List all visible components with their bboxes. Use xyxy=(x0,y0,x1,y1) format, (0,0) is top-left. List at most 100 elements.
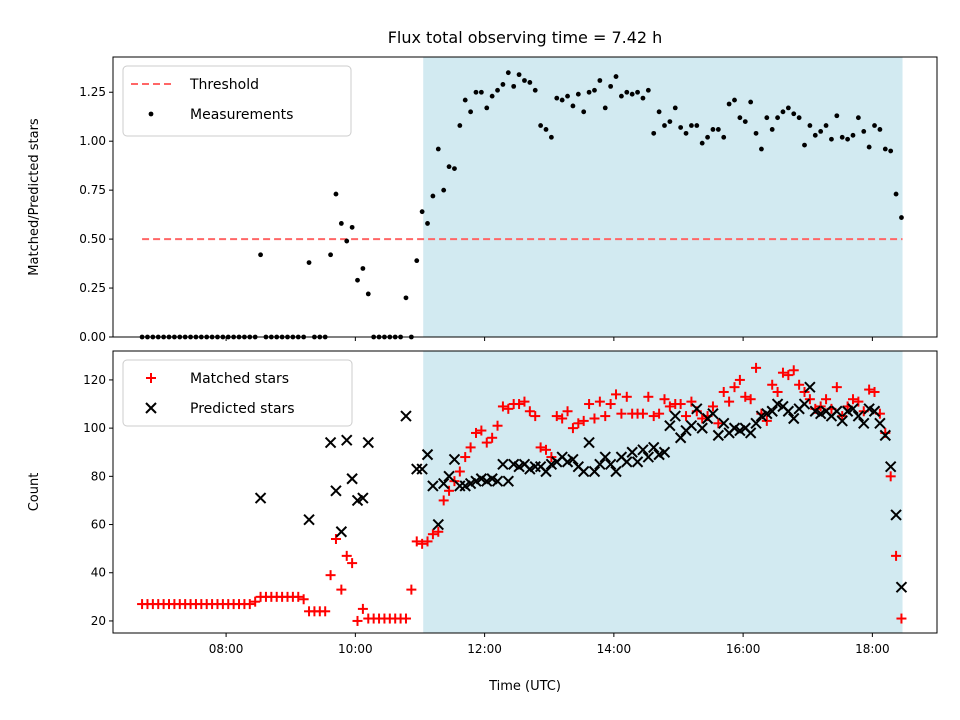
matched-star-point xyxy=(891,550,902,561)
x-tick-label: 14:00 xyxy=(597,642,632,656)
cross-b xyxy=(507,458,520,470)
measurement-point xyxy=(608,83,614,89)
measurement-point xyxy=(425,221,430,226)
measurement-point xyxy=(812,132,818,138)
y-tick-label: 20 xyxy=(91,614,106,628)
cross-b xyxy=(475,473,488,485)
matched-star-point xyxy=(804,394,815,405)
matched-star-point xyxy=(713,418,724,429)
y-axis-label: Count xyxy=(27,473,42,512)
measurement-point xyxy=(505,70,511,76)
predicted-star-point xyxy=(626,446,638,458)
measurement-point xyxy=(532,87,538,93)
cross-b xyxy=(863,403,875,415)
matched-star-point xyxy=(411,536,422,547)
matched-star-point xyxy=(686,396,697,407)
matched-star-point xyxy=(492,420,503,431)
predicted-star-point xyxy=(874,417,886,430)
measurement-point xyxy=(699,140,705,146)
measurement-point xyxy=(478,89,484,95)
ratio-legend: Threshold Measurements xyxy=(122,65,352,137)
measurement-point xyxy=(705,134,710,140)
cross-b xyxy=(809,405,821,417)
measurement-point xyxy=(877,127,883,132)
predicted-star-point xyxy=(432,518,444,531)
measurement-point xyxy=(538,123,544,128)
x-tick-label: 10:00 xyxy=(338,642,373,656)
matched-star-point xyxy=(616,408,627,419)
cross-b xyxy=(534,460,547,473)
cross-b xyxy=(707,407,719,420)
predicted-star-point xyxy=(750,417,762,430)
matched-star-point xyxy=(697,413,708,424)
predicted-star-point xyxy=(621,456,633,468)
measurement-point xyxy=(527,80,533,85)
matched-star-point xyxy=(578,415,589,426)
cross-b xyxy=(766,405,778,417)
cross-b xyxy=(804,381,816,393)
measurement-point xyxy=(355,277,360,283)
matched-star-point xyxy=(896,613,907,624)
measurement-point xyxy=(656,109,662,115)
y-tick-label: 0.50 xyxy=(79,232,106,246)
matched-star-point xyxy=(470,427,481,438)
cross-b xyxy=(820,405,832,417)
measurement-point xyxy=(452,166,457,172)
measurement-point xyxy=(662,123,667,128)
cross-b xyxy=(324,436,337,449)
y-tick-label: 80 xyxy=(91,469,106,483)
measurement-point xyxy=(565,93,570,99)
measurement-point xyxy=(845,136,850,142)
measurement-point xyxy=(435,146,441,152)
predicted-star-point xyxy=(798,398,811,410)
cross-b xyxy=(432,518,444,531)
measurement-point xyxy=(780,109,786,115)
cross-b xyxy=(567,453,579,466)
predicted-star-point xyxy=(330,485,342,497)
matched-star-point xyxy=(605,399,616,410)
measurement-point xyxy=(748,99,754,105)
cross-b xyxy=(303,514,315,526)
cross-b xyxy=(594,458,606,470)
measurement-point xyxy=(796,115,802,121)
legend-cross-b xyxy=(145,402,157,414)
x-axis-label: Time (UTC) xyxy=(488,679,561,694)
predicted-star-point xyxy=(858,417,870,430)
matched-star-point xyxy=(417,538,428,549)
observing-window-shade xyxy=(423,57,903,337)
measurement-point xyxy=(575,91,581,97)
cross-b xyxy=(631,456,644,468)
matched-star-point xyxy=(250,596,261,607)
measurement-point xyxy=(613,74,619,79)
matched-star-point xyxy=(465,442,476,453)
matched-star-point xyxy=(422,536,433,547)
predicted-star-point xyxy=(766,405,778,417)
predicted-star-point xyxy=(852,410,865,422)
observing-window-shade xyxy=(423,351,903,633)
predicted-star-point xyxy=(831,405,843,417)
predicted-star-point xyxy=(324,436,337,449)
measurement-point xyxy=(823,123,829,128)
measurement-point xyxy=(419,209,425,215)
matched-star-point xyxy=(621,391,632,402)
y-tick-label: 120 xyxy=(83,373,106,387)
matched-star-point xyxy=(637,408,648,419)
matched-star-point xyxy=(293,591,304,602)
predicted-star-point xyxy=(868,405,881,417)
matched-star-point xyxy=(740,391,751,402)
predicted-star-point xyxy=(416,463,428,475)
cross-b xyxy=(346,473,358,485)
cross-b xyxy=(648,441,660,454)
cross-b xyxy=(443,470,455,483)
matched-star-point xyxy=(438,495,449,506)
cross-b xyxy=(739,422,751,434)
cross-b xyxy=(416,463,428,475)
cross-b xyxy=(254,492,267,504)
predicted-star-point xyxy=(884,460,897,473)
x-tick-label: 12:00 xyxy=(467,642,502,656)
y-tick-label: 1.25 xyxy=(79,85,106,99)
matched-star-point xyxy=(352,615,363,626)
measurement-point xyxy=(500,82,506,87)
predicted-star-point xyxy=(254,492,267,504)
measurement-point xyxy=(759,146,764,152)
